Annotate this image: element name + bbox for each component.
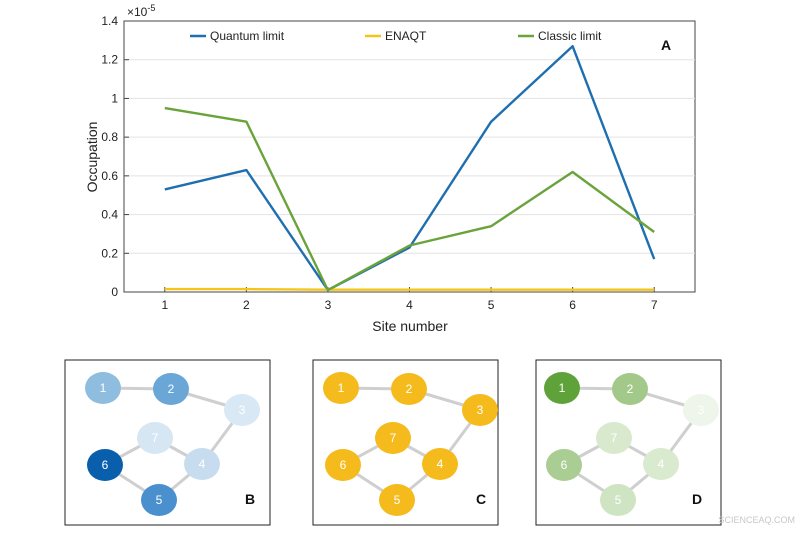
network-node-2 xyxy=(391,373,427,405)
network-node-label: 6 xyxy=(102,458,109,472)
network-nodes: 1 2 3 4 5 6 7 xyxy=(544,372,719,516)
network-node-6 xyxy=(546,449,582,481)
network-node-4 xyxy=(643,448,679,480)
network-node-label: 4 xyxy=(437,457,444,471)
legend-label-quantum: Quantum limit xyxy=(210,29,285,43)
x-tick-label: 6 xyxy=(569,298,576,312)
x-tick-label: 3 xyxy=(325,298,332,312)
network-node-label: 7 xyxy=(611,431,618,445)
network-node-label: 7 xyxy=(152,431,159,445)
y-tick-label: 0 xyxy=(111,285,118,299)
network-node-label: 5 xyxy=(615,493,622,507)
watermark: SCIENCEAQ.COM xyxy=(718,515,795,525)
network-panel-d: D 1 2 3 4 5 6 7 xyxy=(535,359,722,526)
network-node-label: 7 xyxy=(390,431,397,445)
y-axis: 0 0.2 0.4 0.6 0.8 1 1.2 1.4 xyxy=(101,14,129,299)
y-axis-label: Occupation xyxy=(84,122,100,193)
series-line-1 xyxy=(164,45,656,292)
network-node-6 xyxy=(87,449,123,481)
x-tick-label: 4 xyxy=(406,298,413,312)
x-axis-label: Site number xyxy=(372,318,448,334)
network-node-3 xyxy=(462,394,498,426)
network-node-6 xyxy=(325,449,361,481)
network-node-label: 3 xyxy=(477,403,484,417)
network-node-label: 4 xyxy=(199,457,206,471)
series-line-3 xyxy=(164,106,655,292)
x-tick-label: 2 xyxy=(243,298,250,312)
y-tick-label: 1.4 xyxy=(101,14,118,28)
legend: Quantum limit ENAQT Classic limit xyxy=(190,29,602,43)
network-node-4 xyxy=(422,448,458,480)
series-line-2 xyxy=(164,287,655,291)
network-node-label: 3 xyxy=(239,403,246,417)
legend-label-enaqt: ENAQT xyxy=(385,29,427,43)
y-tick-label: 0.4 xyxy=(101,208,118,222)
network-node-label: 6 xyxy=(561,458,568,472)
network-node-5 xyxy=(379,484,415,516)
network-node-label: 2 xyxy=(627,382,634,396)
x-tick-label: 5 xyxy=(488,298,495,312)
x-tick-label: 7 xyxy=(651,298,658,312)
network-node-2 xyxy=(153,373,189,405)
network-node-label: 2 xyxy=(168,382,175,396)
y-tick-label: 0.8 xyxy=(101,130,118,144)
network-node-label: 2 xyxy=(406,382,413,396)
network-node-7 xyxy=(596,422,632,454)
y-tick-label: 1.2 xyxy=(101,53,118,67)
network-node-1 xyxy=(85,372,121,404)
panel-label-c: C xyxy=(476,491,486,507)
network-panel-b: B 1 2 3 4 5 6 7 xyxy=(64,359,271,526)
x-tick-label: 1 xyxy=(161,298,168,312)
plot-area xyxy=(123,20,696,293)
network-node-label: 4 xyxy=(658,457,665,471)
y-tick-label: 0.2 xyxy=(101,246,118,260)
network-node-2 xyxy=(612,373,648,405)
panel-label-b: B xyxy=(245,491,255,507)
panel-label-d: D xyxy=(692,491,702,507)
network-node-label: 1 xyxy=(559,381,566,395)
network-node-label: 1 xyxy=(100,381,107,395)
network-node-7 xyxy=(137,422,173,454)
network-node-label: 5 xyxy=(156,493,163,507)
y-tick-label: 1 xyxy=(111,91,118,105)
panel-label-a: A xyxy=(661,37,671,53)
network-node-4 xyxy=(184,448,220,480)
network-node-label: 1 xyxy=(338,381,345,395)
y-tick-label: 0.6 xyxy=(101,169,118,183)
network-node-label: 6 xyxy=(340,458,347,472)
network-node-5 xyxy=(141,484,177,516)
network-node-label: 3 xyxy=(698,403,705,417)
network-node-3 xyxy=(683,394,719,426)
network-panel-c: C 1 2 3 4 5 6 7 xyxy=(312,359,499,526)
network-node-label: 5 xyxy=(394,493,401,507)
chart-a: 0 0.2 0.4 0.6 0.8 1 1.2 1.4 1 2 3 4 5 6 7 ×10-5 Site … xyxy=(84,3,696,334)
legend-label-classic: Classic limit xyxy=(538,29,602,43)
y-exponent-label: ×10-5 xyxy=(127,3,155,19)
network-nodes: 1 2 3 4 5 6 7 xyxy=(323,372,498,516)
series-lines xyxy=(164,45,656,292)
network-nodes: 1 2 3 4 5 6 7 xyxy=(85,372,260,516)
network-node-7 xyxy=(375,422,411,454)
network-node-5 xyxy=(600,484,636,516)
network-node-1 xyxy=(323,372,359,404)
network-node-3 xyxy=(224,394,260,426)
network-node-1 xyxy=(544,372,580,404)
